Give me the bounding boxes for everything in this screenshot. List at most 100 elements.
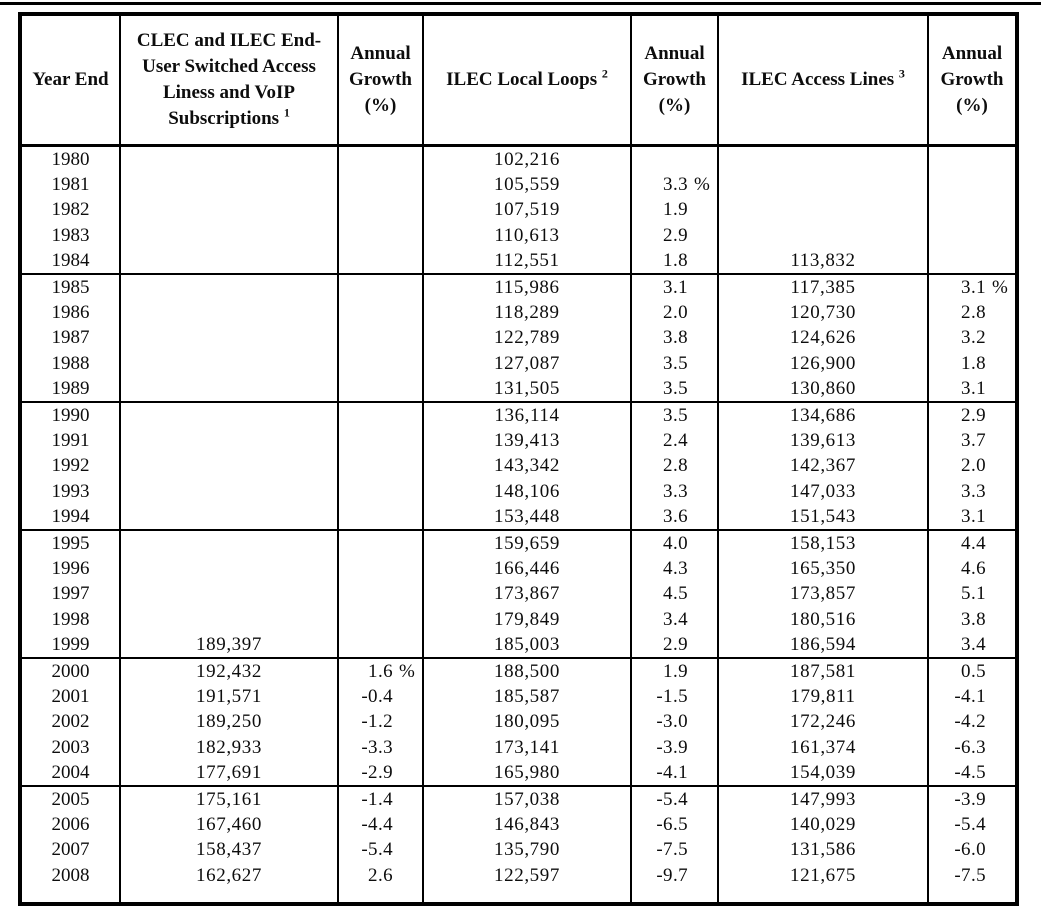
growth-value: -9.7 <box>656 864 688 886</box>
annual-growth-cell: -6.3 <box>927 734 1018 760</box>
growth-value: 3.5 <box>663 352 688 374</box>
table-row: 1999 189,397 185,003 2.9 186,594 3.4 <box>19 631 1018 659</box>
growth-value: -3.9 <box>656 736 688 758</box>
growth-value: 2.0 <box>663 302 688 324</box>
column-header-ilec-access-lines: ILEC Access Lines 3 <box>717 14 929 147</box>
growth-value: -1.4 <box>361 789 393 811</box>
ilec-access-cell: 120,730 <box>717 300 929 326</box>
clec-lines-cell <box>119 222 339 248</box>
annual-growth-cell: -5.4 <box>927 812 1018 838</box>
ilec-loops-cell: 143,342 <box>422 453 632 479</box>
year-cell: 1981 <box>19 172 121 198</box>
column-header-annual-growth-clec: Annual Growth (%) <box>337 14 424 147</box>
ilec-access-cell: 142,367 <box>717 453 929 479</box>
clec-lines-cell: 189,250 <box>119 709 339 735</box>
growth-value: -3.3 <box>361 736 393 758</box>
annual-growth-cell <box>337 145 424 173</box>
ilec-access-cell <box>717 145 929 173</box>
annual-growth-cell: -4.1 <box>630 759 719 787</box>
header-line: Liness and VoIP <box>162 82 295 103</box>
growth-value: 4.0 <box>663 533 688 555</box>
year-cell: 1999 <box>19 631 121 659</box>
annual-growth-cell: -2.9 <box>337 759 424 787</box>
annual-growth-cell: 2.0 <box>630 300 719 326</box>
growth-value: -6.0 <box>954 839 986 861</box>
annual-growth-cell: -4.5 <box>927 759 1018 787</box>
ilec-access-cell: 161,374 <box>717 734 929 760</box>
annual-growth-cell: 3.3% <box>630 172 719 198</box>
spacer-cell <box>717 887 929 904</box>
ilec-access-cell: 187,581 <box>717 658 929 685</box>
growth-value: 2.4 <box>663 430 688 452</box>
table-row: 2006 167,460 -4.4 146,843 -6.5 140,029 -5.4 <box>19 812 1018 838</box>
ilec-loops-cell: 153,448 <box>422 503 632 531</box>
annual-growth-cell: 5.1 <box>927 581 1018 607</box>
annual-growth-cell: 4.0 <box>630 530 719 557</box>
growth-value: -4.1 <box>656 761 688 783</box>
bottom-spacer-row <box>19 887 1018 904</box>
clec-lines-cell <box>119 428 339 454</box>
growth-value: -5.4 <box>361 839 393 861</box>
ilec-access-cell <box>717 222 929 248</box>
year-cell: 1998 <box>19 606 121 632</box>
ilec-access-cell: 180,516 <box>717 606 929 632</box>
annual-growth-cell <box>337 375 424 403</box>
clec-lines-cell: 167,460 <box>119 812 339 838</box>
annual-growth-cell: -1.2 <box>337 709 424 735</box>
annual-growth-cell: 1.9 <box>630 658 719 685</box>
header-line: Year End <box>32 69 109 90</box>
clec-lines-cell <box>119 606 339 632</box>
ilec-access-cell: 172,246 <box>717 709 929 735</box>
column-header-ilec-local-loops: ILEC Local Loops 2 <box>422 14 632 147</box>
annual-growth-cell: -3.3 <box>337 734 424 760</box>
annual-growth-cell: -7.5 <box>927 862 1018 888</box>
clec-lines-cell: 192,432 <box>119 658 339 685</box>
clec-lines-cell <box>119 503 339 531</box>
annual-growth-cell <box>337 350 424 376</box>
ilec-loops-cell: 122,789 <box>422 325 632 351</box>
header-line: Growth <box>643 69 706 90</box>
annual-growth-cell: -1.5 <box>630 684 719 710</box>
growth-value: -1.2 <box>361 711 393 733</box>
header-line: Growth <box>349 69 412 90</box>
ilec-access-cell: 121,675 <box>717 862 929 888</box>
annual-growth-cell: 3.3 <box>927 478 1018 504</box>
ilec-access-cell: 126,900 <box>717 350 929 376</box>
ilec-loops-cell: 136,114 <box>422 402 632 429</box>
ilec-access-cell: 139,613 <box>717 428 929 454</box>
growth-value: -0.4 <box>361 686 393 708</box>
growth-value: 1.6 <box>368 661 393 683</box>
ilec-access-cell: 140,029 <box>717 812 929 838</box>
growth-value: 3.5 <box>663 377 688 399</box>
spacer-cell <box>19 887 121 904</box>
spacer-cell <box>119 887 339 904</box>
growth-value: 4.5 <box>663 583 688 605</box>
table-row: 1989 131,505 3.5 130,860 3.1 <box>19 375 1018 403</box>
header-line: CLEC and ILEC End- <box>136 30 322 51</box>
annual-growth-cell: 2.4 <box>630 428 719 454</box>
annual-growth-cell <box>927 145 1018 173</box>
annual-growth-cell <box>337 325 424 351</box>
spacer-cell <box>630 887 719 904</box>
clec-lines-cell <box>119 556 339 582</box>
growth-value: 2.8 <box>663 455 688 477</box>
year-cell: 2001 <box>19 684 121 710</box>
table-row: 1987 122,789 3.8 124,626 3.2 <box>19 325 1018 351</box>
table-row: 1993 148,106 3.3 147,033 3.3 <box>19 478 1018 504</box>
clec-lines-cell <box>119 581 339 607</box>
growth-value: 2.8 <box>961 302 986 324</box>
year-cell: 1990 <box>19 402 121 429</box>
ilec-loops-cell: 107,519 <box>422 197 632 223</box>
annual-growth-cell: 2.9 <box>630 222 719 248</box>
annual-growth-cell: 2.6 <box>337 862 424 888</box>
growth-value: 1.9 <box>663 199 688 221</box>
annual-growth-cell: 1.8 <box>927 350 1018 376</box>
clec-lines-cell <box>119 325 339 351</box>
header-line: Annual <box>941 43 1003 64</box>
year-cell: 1984 <box>19 247 121 275</box>
header-row: Year End CLEC and ILEC End- User Switched … <box>19 14 1018 147</box>
ilec-loops-cell: 188,500 <box>422 658 632 685</box>
growth-value: -7.5 <box>954 864 986 886</box>
growth-value: 3.3 <box>961 480 986 502</box>
annual-growth-cell: 4.5 <box>630 581 719 607</box>
